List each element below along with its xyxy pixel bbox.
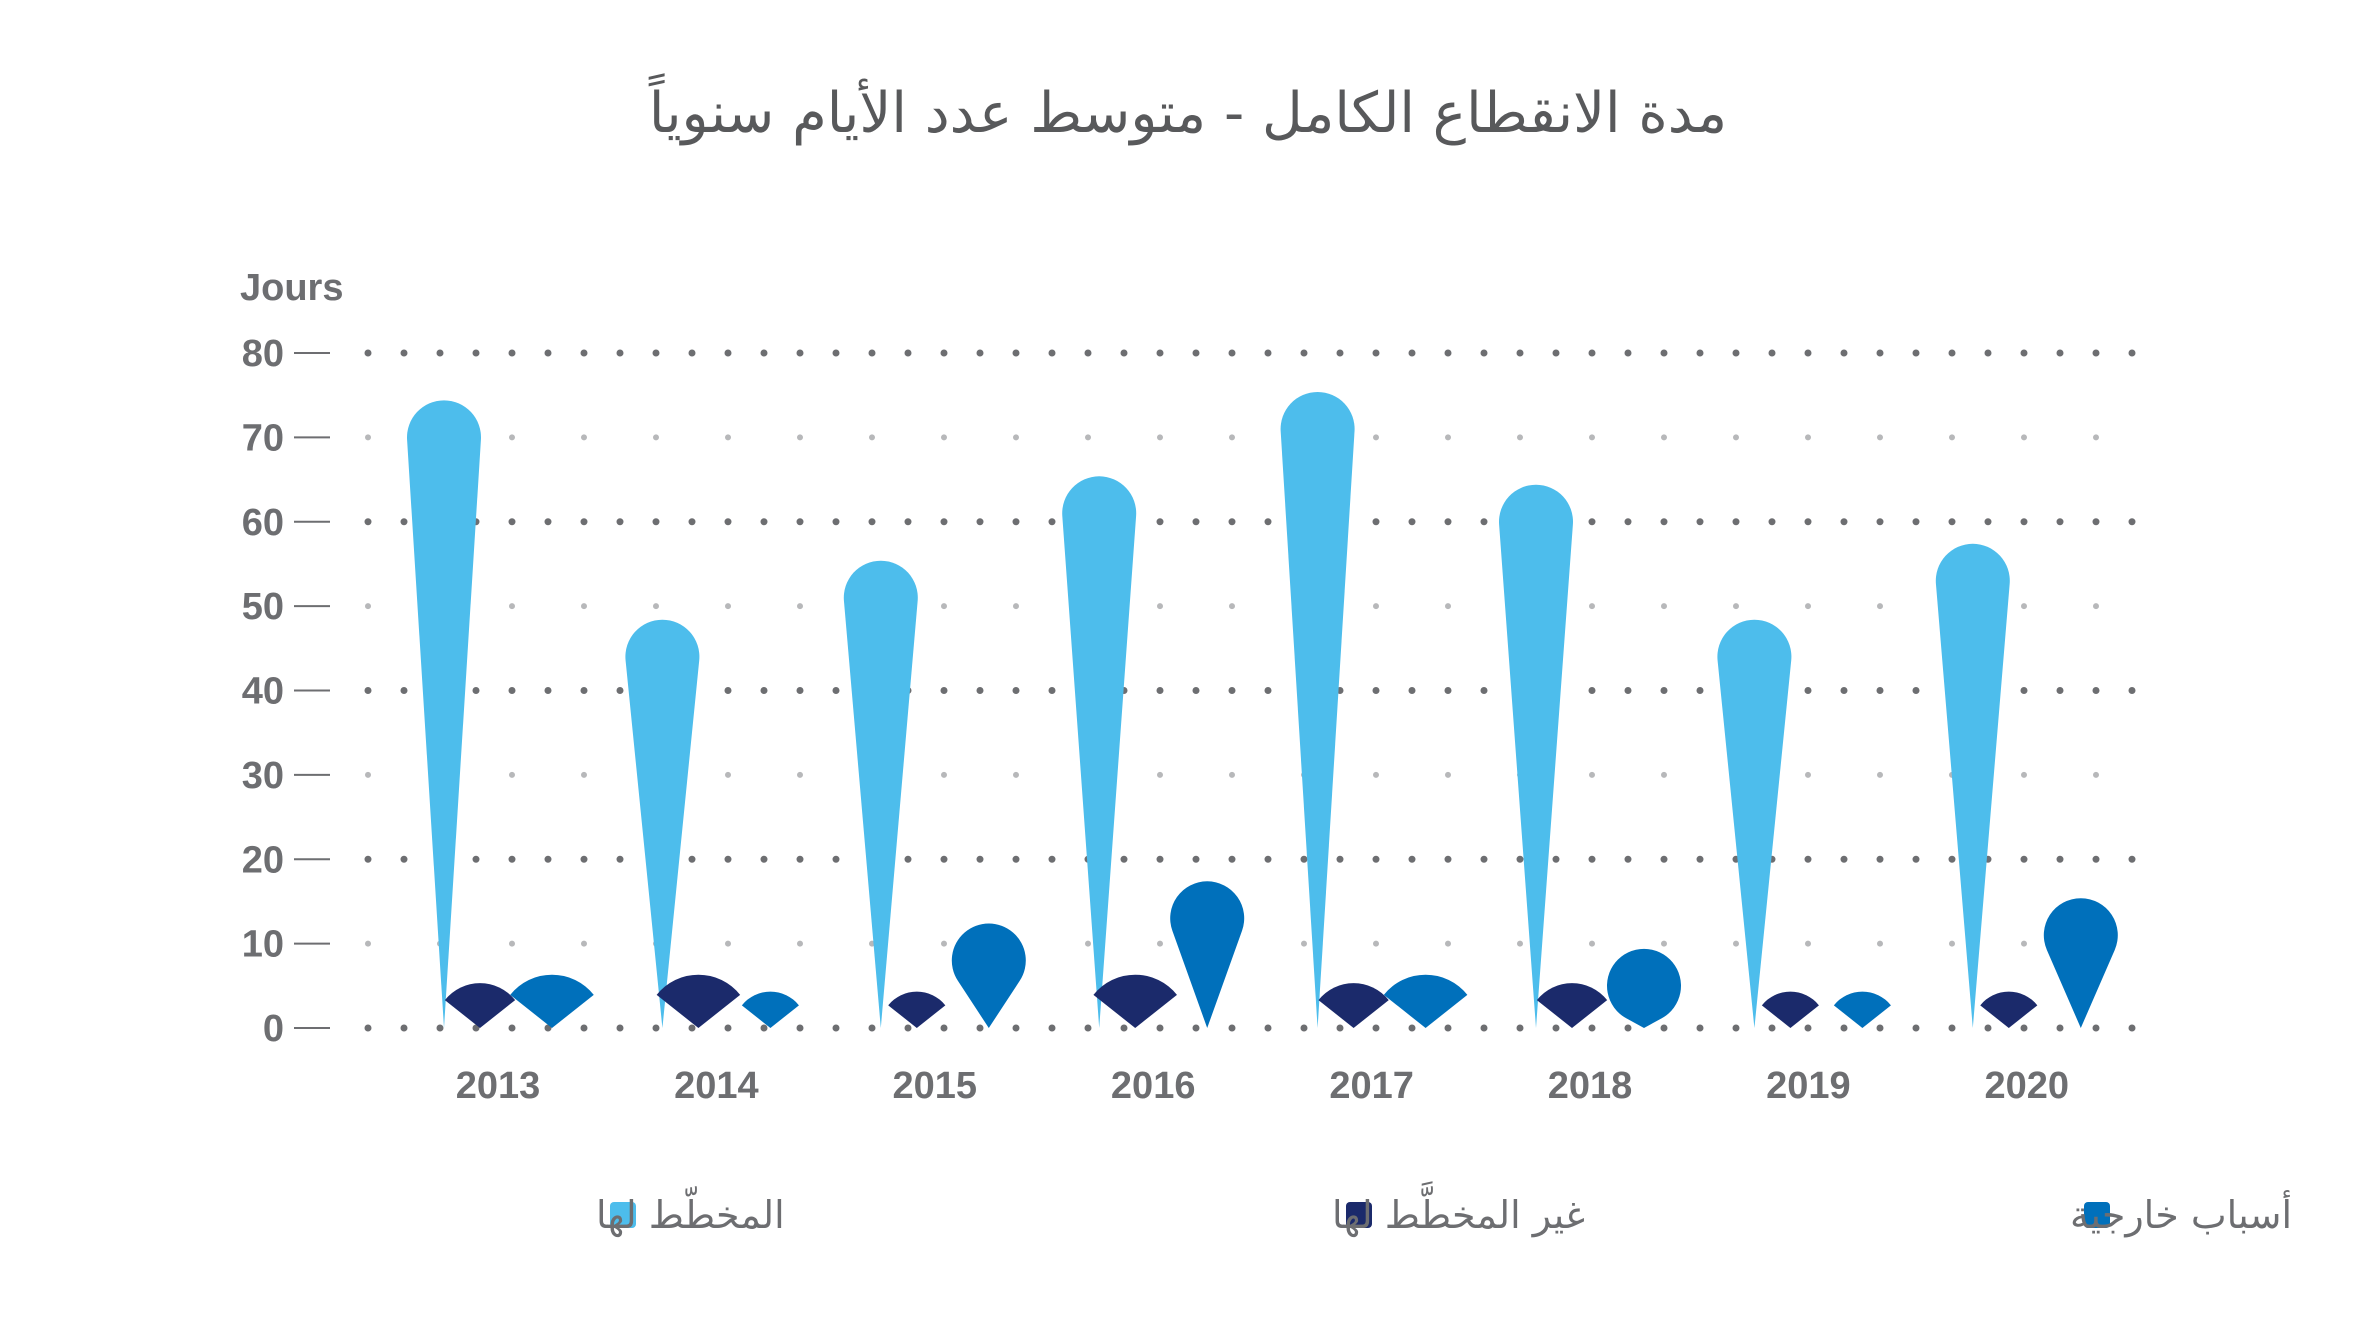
legend-swatch-series-2: [1346, 1202, 1372, 1228]
legend-swatch-series-3: [2084, 1202, 2110, 1228]
bar-2020-series-1: [1935, 543, 2010, 1028]
bar-2015-series-1: [843, 560, 918, 1028]
legend-swatch-series-1: [610, 1202, 636, 1228]
x-tick-label: 2013: [456, 1065, 541, 1107]
y-tick-label: 40: [242, 671, 284, 713]
bar-2016-series-1: [1062, 476, 1137, 1028]
y-tick-label: 70: [242, 417, 284, 459]
bar-2018-series-2: [1536, 983, 1608, 1028]
bar-2018-series-3: [1607, 948, 1681, 1028]
bar-2018-series-1: [1499, 484, 1573, 1028]
y-tick-label: 20: [242, 839, 284, 881]
x-tick-label: 2016: [1111, 1065, 1196, 1107]
bar-2017-series-1: [1280, 391, 1355, 1028]
y-axis: 0 10 20 30 40 50 60 70 80: [242, 333, 330, 1050]
bar-2015-series-3: [951, 923, 1026, 1028]
bar-2019-series-3: [1833, 991, 1891, 1028]
x-tick-label: 2017: [1329, 1065, 1414, 1107]
bar-2017-series-2: [1318, 983, 1389, 1028]
x-tick-label: 2019: [1766, 1065, 1851, 1107]
bar-2019-series-1: [1717, 619, 1792, 1028]
plot-area: [407, 391, 2118, 1028]
bar-2015-series-2: [888, 991, 946, 1028]
bar-2020-series-2: [1980, 991, 2038, 1028]
bar-2020-series-3: [2043, 898, 2118, 1028]
x-tick-label: 2015: [893, 1065, 978, 1107]
legend-label-series-2: غير المخطَّط لها: [1332, 1181, 1585, 1238]
bar-2013-series-1: [407, 400, 482, 1028]
legend-label-series-3: أسباب خارجية: [2070, 1190, 2292, 1237]
x-tick-label: 2020: [1985, 1065, 2070, 1107]
chart-title: مدة الانقطاع الكامل - متوسط عدد الأيام س…: [649, 73, 1727, 146]
x-tick-label: 2018: [1548, 1065, 1633, 1107]
bar-2013-series-2: [444, 983, 516, 1028]
y-tick-label: 30: [242, 755, 284, 797]
y-tick-label: 50: [242, 586, 284, 628]
x-tick-label: 2014: [674, 1065, 759, 1107]
bar-2017-series-3: [1383, 974, 1468, 1028]
legend-label-series-1: المخطّط لها: [596, 1186, 785, 1238]
legend: المخطّط لها غير المخطَّط لها أسباب خارجية: [596, 1181, 2292, 1238]
bar-2016-series-2: [1093, 974, 1177, 1028]
bar-2014-series-1: [625, 619, 700, 1028]
x-axis: 2013 2014 2015 2016 2017 2018 2019 2020: [456, 1065, 2069, 1107]
bar-2016-series-3: [1170, 881, 1245, 1028]
y-tick-label: 60: [242, 502, 284, 544]
bar-2019-series-2: [1761, 991, 1819, 1028]
bar-2014-series-2: [656, 974, 741, 1028]
y-axis-label: Jours: [240, 267, 343, 309]
bar-2014-series-3: [741, 991, 799, 1028]
bar-2013-series-3: [510, 974, 594, 1028]
y-tick-label: 80: [242, 333, 284, 375]
y-tick-label: 10: [242, 924, 284, 966]
y-tick-label: 0: [263, 1008, 284, 1050]
